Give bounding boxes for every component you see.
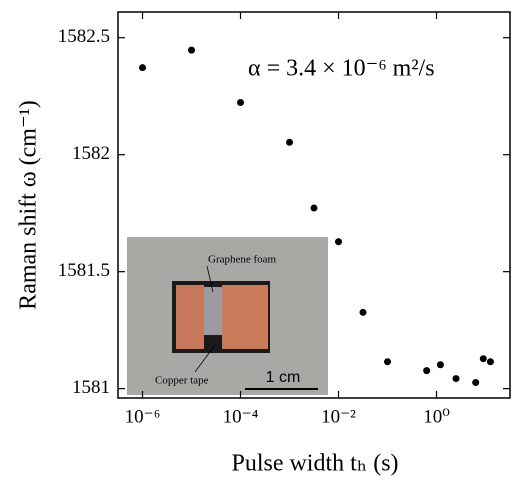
point <box>487 358 494 365</box>
y-tick-label: 1582 <box>72 143 110 164</box>
annotation: α = 3.4 × 10⁻⁶ m²/s <box>248 56 435 82</box>
point <box>335 238 342 245</box>
inset-label: Copper tape <box>155 375 209 387</box>
y-axis-label: Raman shift ω (cm⁻¹) <box>16 100 42 310</box>
point <box>437 361 444 368</box>
point <box>237 99 244 106</box>
point <box>472 379 479 386</box>
point <box>286 139 293 146</box>
x-tick-label: 10⁻⁴ <box>223 406 259 427</box>
point <box>139 64 146 71</box>
x-tick-label: 10⁻⁶ <box>125 406 161 427</box>
y-tick-label: 1581 <box>72 377 110 398</box>
chart: Raman shift ω (cm⁻¹) Pulse width tₕ (s) … <box>0 0 512 482</box>
y-tick-label: 1582.5 <box>58 26 110 47</box>
point <box>311 205 318 212</box>
point <box>384 358 391 365</box>
point <box>453 375 460 382</box>
y-tick-label: 1581.5 <box>58 260 110 281</box>
point <box>360 309 367 316</box>
scale-bar-label: 1 cm <box>266 369 301 386</box>
point <box>480 355 487 362</box>
point <box>423 367 430 374</box>
x-axis-label: Pulse width tₕ (s) <box>231 451 398 477</box>
point <box>188 47 195 54</box>
x-tick-label: 10⁰ <box>423 406 450 427</box>
x-tick-label: 10⁻² <box>321 406 356 427</box>
inset-label: Graphene foam <box>208 254 277 266</box>
